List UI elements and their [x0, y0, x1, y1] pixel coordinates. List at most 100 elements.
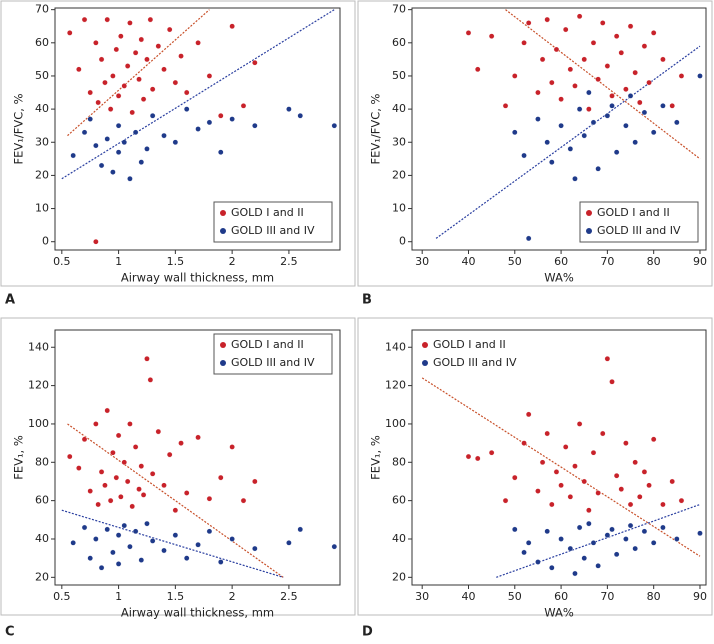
data-point — [115, 561, 122, 567]
data-point — [567, 545, 574, 552]
legend-marker — [220, 342, 226, 348]
legend-label: GOLD I and II — [231, 206, 304, 219]
data-point — [572, 463, 578, 469]
x-tick-label: 70 — [600, 255, 614, 268]
y-tick-label: 120 — [385, 379, 406, 392]
data-point — [172, 139, 179, 146]
data-point — [609, 102, 615, 109]
data-point — [581, 555, 588, 561]
data-point — [576, 524, 583, 531]
data-point — [604, 532, 611, 538]
y-tick-label: 20 — [392, 570, 406, 583]
panel-frame — [357, 317, 713, 616]
data-point — [172, 532, 179, 538]
x-tick-label: 60 — [554, 590, 568, 603]
data-point — [124, 478, 131, 485]
y-tick-label: 70 — [35, 3, 49, 16]
x-axis-label: Airway wall thickness, mm — [121, 606, 274, 620]
data-point — [544, 16, 550, 23]
legend-marker — [586, 228, 592, 234]
y-tick-label: 140 — [385, 340, 406, 353]
legend-label: GOLD I and II — [231, 338, 304, 351]
data-point — [297, 112, 304, 119]
data-point — [562, 26, 569, 33]
data-point — [113, 474, 120, 481]
data-point — [110, 549, 116, 556]
data-point — [93, 238, 99, 245]
data-point — [140, 96, 147, 102]
data-point — [632, 545, 638, 552]
x-tick-label: 1.5 — [167, 590, 185, 603]
data-point — [87, 89, 93, 96]
data-point — [567, 494, 574, 500]
data-point — [144, 355, 150, 362]
data-point — [660, 56, 666, 63]
trend-line — [67, 423, 284, 578]
legend-box — [579, 201, 699, 243]
trend-line — [435, 45, 701, 239]
x-tick-label: 90 — [693, 255, 707, 268]
data-point — [623, 122, 629, 129]
data-point — [590, 40, 597, 46]
data-point — [229, 444, 235, 450]
data-point — [604, 112, 611, 119]
data-point — [144, 56, 150, 63]
panel-frame — [357, 0, 713, 287]
trend-line — [67, 9, 210, 137]
data-point — [581, 478, 588, 485]
data-point — [81, 436, 88, 443]
data-point — [669, 102, 676, 109]
data-point — [127, 421, 133, 427]
data-point — [252, 122, 258, 129]
legend-marker — [220, 228, 226, 234]
data-point — [93, 536, 99, 542]
data-point — [95, 501, 101, 508]
data-point — [104, 526, 111, 533]
data-point — [581, 56, 588, 63]
data-point — [76, 465, 82, 471]
data-point — [595, 165, 601, 172]
legend-label: GOLD III and IV — [231, 224, 315, 237]
data-point — [147, 16, 154, 23]
data-point — [632, 459, 638, 466]
data-point — [641, 469, 648, 475]
data-point — [240, 497, 247, 504]
data-point — [229, 23, 235, 30]
data-point — [178, 440, 184, 446]
data-point — [297, 526, 304, 533]
data-point — [627, 23, 634, 30]
data-point — [129, 109, 136, 116]
trend-line — [421, 377, 701, 557]
data-point — [161, 547, 167, 554]
legend-label: GOLD I and II — [597, 206, 670, 219]
data-point — [132, 528, 139, 535]
legend-marker — [422, 342, 428, 348]
data-point — [544, 139, 550, 146]
data-point — [138, 463, 145, 469]
data-point — [98, 564, 105, 571]
data-point — [636, 99, 643, 106]
data-point — [604, 63, 611, 69]
panel-label: C — [5, 625, 15, 640]
legend-marker — [422, 360, 428, 366]
data-point — [217, 474, 224, 481]
data-point — [511, 526, 518, 533]
data-point — [229, 536, 235, 542]
data-point — [118, 33, 124, 39]
data-point — [70, 152, 76, 159]
y-axis-label: FEV₁, % — [369, 435, 383, 480]
data-point — [562, 444, 569, 450]
data-point — [132, 129, 139, 136]
legend-marker — [220, 360, 226, 366]
data-point — [553, 469, 560, 475]
legend-label: GOLD III and IV — [231, 356, 315, 369]
legend-box — [213, 201, 333, 243]
plot-frame — [54, 7, 341, 251]
data-point — [539, 56, 546, 63]
data-point — [558, 122, 564, 129]
data-point — [178, 53, 184, 59]
data-point — [102, 79, 108, 86]
x-axis-label: Airway wall thickness, mm — [121, 271, 274, 285]
data-point — [511, 474, 518, 481]
data-point — [660, 102, 666, 109]
